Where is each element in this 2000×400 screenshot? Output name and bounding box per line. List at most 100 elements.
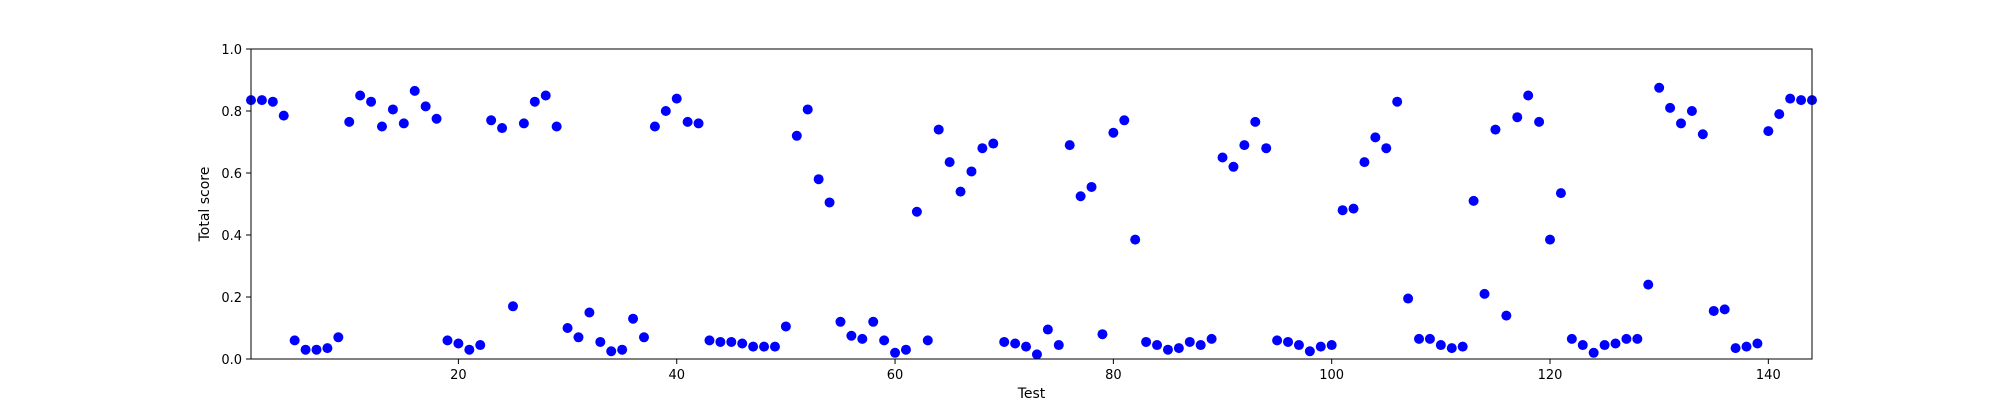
- data-point: [453, 338, 464, 349]
- data-point: [726, 336, 737, 347]
- data-point: [868, 316, 879, 327]
- data-point: [1523, 90, 1534, 101]
- data-point: [988, 138, 999, 149]
- data-point: [1042, 324, 1053, 335]
- data-point: [1632, 333, 1643, 344]
- x-axis-label: Test: [1017, 386, 1046, 400]
- data-point: [497, 123, 508, 134]
- data-point: [1610, 338, 1621, 349]
- data-point: [977, 143, 988, 154]
- data-point: [1479, 288, 1490, 299]
- data-point: [409, 85, 420, 96]
- x-tick-label: 140: [1756, 368, 1781, 383]
- data-point: [1021, 341, 1032, 352]
- data-point: [1643, 279, 1654, 290]
- data-point: [737, 338, 748, 349]
- data-point: [267, 96, 278, 107]
- data-point: [1141, 336, 1152, 347]
- data-point: [813, 174, 824, 185]
- data-point: [355, 90, 366, 101]
- data-point: [1577, 340, 1588, 351]
- data-point: [922, 335, 933, 346]
- data-point: [1119, 115, 1130, 126]
- data-point: [289, 335, 300, 346]
- x-tick-label: 80: [1105, 368, 1122, 383]
- data-point: [846, 330, 857, 341]
- data-point: [1490, 124, 1501, 135]
- data-point: [1031, 349, 1042, 360]
- data-point: [791, 130, 802, 141]
- data-point: [1097, 329, 1108, 340]
- data-point: [1741, 341, 1752, 352]
- data-point: [1130, 234, 1141, 245]
- data-point: [1086, 181, 1097, 192]
- data-point: [1370, 132, 1381, 143]
- data-point: [1774, 109, 1785, 120]
- data-point: [518, 118, 529, 129]
- data-point: [344, 116, 355, 127]
- data-point: [1053, 340, 1064, 351]
- data-point: [1621, 333, 1632, 344]
- data-point: [1534, 116, 1545, 127]
- data-point: [759, 341, 770, 352]
- data-point: [1435, 340, 1446, 351]
- data-point: [595, 336, 606, 347]
- data-point: [1468, 195, 1479, 206]
- data-point: [1785, 93, 1796, 104]
- data-point: [933, 124, 944, 135]
- data-point: [671, 93, 682, 104]
- data-point: [1676, 118, 1687, 129]
- data-point: [911, 206, 922, 217]
- y-axis-label: Total score: [197, 167, 213, 243]
- x-tick-label: 120: [1538, 368, 1563, 383]
- data-point: [1796, 95, 1807, 106]
- data-point: [649, 121, 660, 132]
- data-point: [442, 335, 453, 346]
- data-point: [1501, 310, 1512, 321]
- data-point: [1108, 127, 1119, 138]
- data-point: [628, 313, 639, 324]
- data-point: [551, 121, 562, 132]
- data-point: [1545, 234, 1556, 245]
- data-point: [1708, 305, 1719, 316]
- data-point: [540, 90, 551, 101]
- data-point: [682, 116, 693, 127]
- data-point: [1206, 333, 1217, 344]
- data-point: [1424, 333, 1435, 344]
- data-point: [366, 96, 377, 107]
- data-point: [300, 344, 311, 355]
- data-point: [704, 335, 715, 346]
- data-point: [1381, 143, 1392, 154]
- data-point: [780, 321, 791, 332]
- y-tick-label: 1.0: [221, 43, 242, 58]
- x-tick-label: 40: [668, 368, 685, 383]
- data-point: [1217, 152, 1228, 163]
- y-axis-ticks: 0.0 0.2 0.4 0.6 0.8 1.0: [221, 43, 251, 368]
- data-point: [1228, 161, 1239, 172]
- y-tick-label: 0.6: [221, 167, 242, 182]
- data-point: [1261, 143, 1272, 154]
- data-point: [1162, 344, 1173, 355]
- data-point: [584, 307, 595, 318]
- data-point: [1283, 336, 1294, 347]
- data-point: [1195, 340, 1206, 351]
- data-point: [1304, 346, 1315, 357]
- data-point: [944, 157, 955, 168]
- data-point: [1414, 333, 1425, 344]
- data-point: [802, 104, 813, 115]
- data-point: [420, 101, 431, 112]
- data-point: [606, 346, 617, 357]
- data-point: [966, 166, 977, 177]
- x-tick-label: 20: [450, 368, 467, 383]
- data-point: [1555, 188, 1566, 199]
- data-point: [1730, 343, 1741, 354]
- data-point: [1348, 203, 1359, 214]
- data-point: [617, 344, 628, 355]
- data-point: [562, 323, 573, 333]
- data-point: [1654, 82, 1665, 93]
- data-point: [1010, 338, 1021, 349]
- data-point: [900, 344, 911, 355]
- data-point: [638, 332, 649, 343]
- data-point: [1392, 96, 1403, 107]
